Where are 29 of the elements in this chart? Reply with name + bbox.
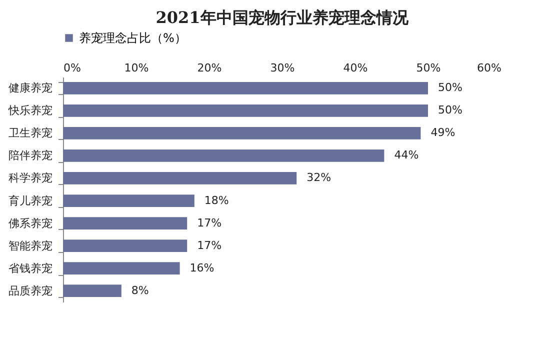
y-tick-label: 育儿养宠 [8, 194, 52, 208]
y-tick-label: 健康养宠 [8, 82, 52, 95]
y-tick-label: 智能养宠 [8, 239, 52, 252]
y-tick-label: 快乐养宠 [8, 104, 52, 118]
x-tick-label: 60% [477, 62, 502, 74]
data-label: 17% [197, 238, 222, 252]
data-label: 32% [306, 171, 332, 184]
data-label: 18% [204, 194, 229, 207]
y-tick-label: 品质养宠 [8, 284, 52, 298]
y-tick-label: 省钱养宠 [8, 262, 52, 275]
data-label: 8% [131, 284, 149, 297]
x-tick-label: 50% [416, 62, 441, 74]
y-tick-label: 卫生养宠 [8, 126, 52, 140]
legend-label: 养宠理念占比（%） [79, 31, 186, 45]
y-tick-label: 科学养宠 [8, 172, 52, 185]
x-tick-label: 20% [197, 62, 222, 74]
x-tick-label: 0% [64, 62, 81, 74]
x-tick-label: 10% [124, 62, 149, 74]
x-tick-label: 40% [343, 62, 368, 74]
x-tick-label: 30% [270, 62, 295, 74]
data-label: 49% [430, 126, 456, 140]
chart-title: 2021年中国宠物行业养宠理念情况 [156, 8, 410, 27]
data-label: 44% [394, 148, 419, 162]
data-label: 50% [438, 81, 462, 94]
data-label: 50% [438, 104, 462, 117]
data-label: 17% [197, 216, 222, 230]
y-tick-label: 佛系养宠 [8, 216, 52, 230]
y-tick-label: 陪伴养宠 [8, 149, 52, 162]
data-label: 16% [190, 261, 214, 274]
